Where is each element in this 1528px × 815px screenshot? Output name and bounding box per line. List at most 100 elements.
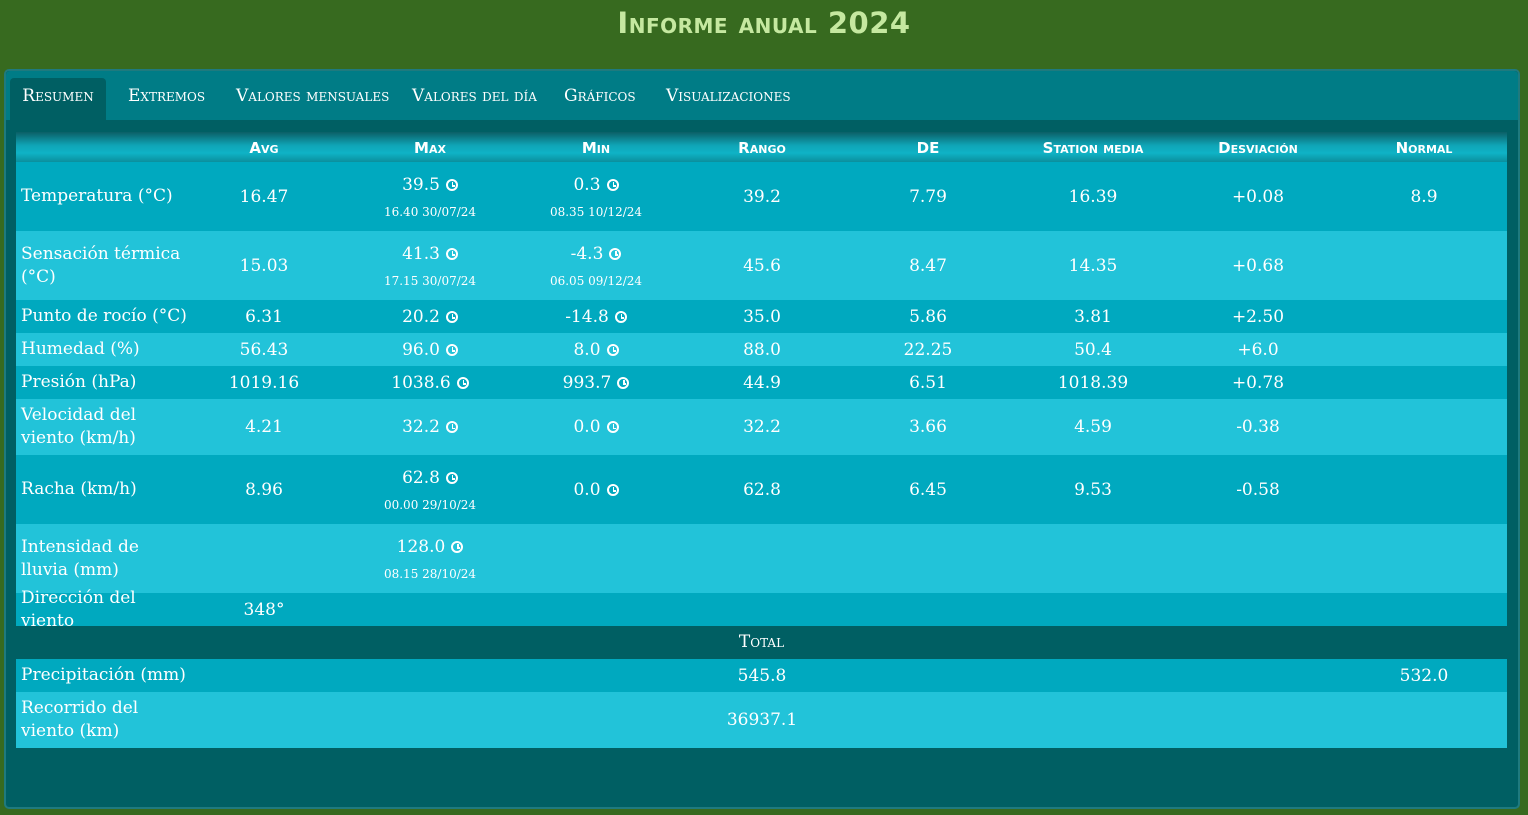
cell-desviacion: +0.68: [1231, 255, 1285, 276]
table-row: Presión (hPa) 1019.16 1038.6 993.7 44.9 …: [16, 366, 1507, 399]
cell-max: 39.5 16.40 30/07/24: [347, 162, 513, 231]
table-row: Humedad (%) 56.43 96.0 8.0 88.0 22.25 50…: [16, 333, 1507, 366]
clock-icon[interactable]: [606, 483, 619, 496]
cell-max: 32.2: [347, 399, 513, 455]
cell-min: 8.0: [513, 333, 679, 366]
min-value: 0.0: [573, 479, 601, 500]
cell-normal: [1341, 300, 1507, 333]
clock-icon[interactable]: [614, 310, 627, 323]
max-value: 41.3: [402, 243, 440, 264]
min-timestamp: 08.35 10/12/24: [549, 204, 643, 219]
cell-rango: 39.2: [743, 186, 781, 207]
max-value: 96.0: [402, 339, 440, 360]
tab-graficos[interactable]: Gráficos: [564, 86, 636, 106]
cell-station-media: 14.35: [1068, 255, 1118, 276]
cell-desviacion: +0.08: [1231, 186, 1285, 207]
table-row: Intensidad de lluvia (mm) 128.0 08.15 28…: [16, 524, 1507, 593]
header-min: Min: [581, 139, 611, 157]
cell-max: 62.8 00.00 29/10/24: [347, 455, 513, 524]
cell-min: 0.0: [513, 455, 679, 524]
clock-icon[interactable]: [445, 343, 458, 356]
header-max: Max: [414, 139, 446, 157]
cell-normal: [1341, 366, 1507, 399]
cell-de: 6.45: [909, 479, 947, 500]
row-label: Presión (hPa): [21, 372, 137, 392]
cell-normal: [1341, 399, 1507, 455]
cell-avg: 15.03: [239, 255, 289, 276]
cell-de: 22.25: [903, 339, 953, 360]
clock-icon[interactable]: [606, 421, 619, 433]
cell-rango: 62.8: [743, 479, 781, 500]
cell-normal: [1341, 455, 1507, 524]
cell-max: 96.0: [347, 333, 513, 366]
cell-max: 20.2: [347, 300, 513, 333]
cell-de: 6.51: [909, 372, 947, 393]
cell-de: 5.86: [909, 306, 947, 327]
clock-icon[interactable]: [606, 178, 619, 191]
max-value: 62.8: [402, 467, 440, 488]
tab-extremos[interactable]: Extremos: [128, 86, 206, 106]
cell-normal: [1341, 231, 1507, 300]
cell-station-media: 3.81: [1074, 306, 1112, 327]
tab-valores-mensuales[interactable]: Valores mensuales: [236, 86, 390, 106]
cell-min: 993.7: [513, 366, 679, 399]
cell-de: 7.79: [909, 186, 947, 207]
tab-visualizaciones[interactable]: Visualizaciones: [666, 86, 791, 106]
cell-rango: 45.6: [743, 255, 781, 276]
clock-icon[interactable]: [606, 343, 619, 356]
clock-icon[interactable]: [451, 540, 464, 553]
min-value: 8.0: [573, 339, 601, 360]
min-value: 993.7: [562, 372, 612, 393]
cell-min: 0.0: [513, 399, 679, 455]
row-label: Precipitación (mm): [21, 665, 186, 685]
cell-avg: 8.96: [245, 479, 283, 500]
cell-de: 3.66: [909, 417, 947, 437]
row-label: Punto de rocío (°C): [21, 306, 187, 326]
cell-max: 41.3 17.15 30/07/24: [347, 231, 513, 300]
cell-max: 1038.6: [347, 366, 513, 399]
cell-avg: 4.21: [245, 417, 283, 437]
min-value: -14.8: [565, 306, 609, 327]
cell-rango: 35.0: [743, 306, 781, 327]
cell-total: 36937.1: [726, 710, 798, 730]
cell-total: 545.8: [737, 665, 787, 686]
tab-valores-del-dia[interactable]: Valores del día: [412, 86, 537, 106]
clock-icon[interactable]: [445, 421, 458, 433]
cell-avg: 1019.16: [228, 372, 300, 393]
tab-resumen[interactable]: Resumen: [10, 78, 106, 120]
row-label: Temperatura (°C): [21, 186, 173, 206]
cell-station-media: 1018.39: [1057, 372, 1129, 393]
clock-icon[interactable]: [445, 247, 458, 260]
cell-max: 128.0 08.15 28/10/24: [347, 524, 513, 593]
row-label: Dirección del viento: [21, 587, 136, 631]
table-row: Temperatura (°C) 16.47 39.5 16.40 30/07/…: [16, 162, 1507, 231]
cell-rango: 88.0: [743, 339, 781, 360]
row-label: Humedad (%): [21, 339, 140, 359]
clock-icon[interactable]: [456, 376, 469, 389]
table-row: Punto de rocío (°C) 6.31 20.2 -14.8 35.0…: [16, 300, 1507, 333]
max-timestamp: 08.15 28/10/24: [383, 566, 477, 581]
cell-rango: 44.9: [743, 372, 781, 393]
cell-avg: 6.31: [245, 306, 283, 327]
cell-min: 0.3 08.35 10/12/24: [513, 162, 679, 231]
max-value: 20.2: [402, 306, 440, 327]
clock-icon[interactable]: [445, 471, 458, 484]
row-label: Recorrido del viento (km): [21, 698, 139, 741]
cell-avg: 16.47: [239, 186, 289, 207]
row-label: Velocidad del viento (km/h): [21, 405, 137, 448]
cell-min: -14.8: [513, 300, 679, 333]
summary-table: Avg Max Min Rango DE Station media Desvi…: [16, 132, 1507, 748]
clock-icon[interactable]: [609, 247, 622, 260]
clock-icon[interactable]: [445, 178, 458, 191]
table-row: Precipitación (mm) 545.8 532.0: [16, 659, 1507, 692]
cell-station-media: 16.39: [1068, 186, 1118, 207]
cell-avg: [181, 524, 347, 593]
clock-icon[interactable]: [617, 376, 630, 389]
min-value: -4.3: [570, 243, 604, 264]
max-value: 32.2: [402, 417, 440, 437]
total-label: Total: [738, 632, 785, 652]
clock-icon[interactable]: [445, 310, 458, 323]
header-rango: Rango: [738, 139, 786, 157]
cell-station-media: 50.4: [1074, 339, 1112, 360]
cell-normal: [1341, 333, 1507, 366]
